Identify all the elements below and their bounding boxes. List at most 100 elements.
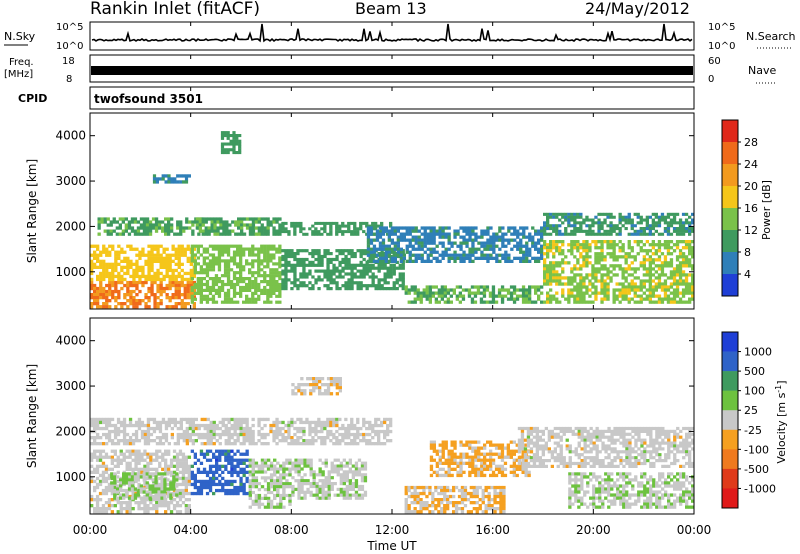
heatmap-cell [453,229,457,233]
heatmap-cell [371,284,375,288]
heatmap-cell [377,263,381,267]
heatmap-cell [120,302,124,306]
heatmap-cell [579,252,583,256]
heatmap-cell [546,273,550,277]
heatmap-cell [227,488,231,493]
heatmap-cell [378,226,383,230]
heatmap-cell [146,504,150,508]
heatmap-cell [242,265,246,269]
heatmap-cell [362,436,366,440]
heatmap-cell [534,285,538,289]
heatmap-cell [199,288,203,292]
heatmap-cell [570,232,574,236]
heatmap-cell [440,285,444,289]
heatmap-cell [512,300,517,304]
heatmap-cell [564,297,568,301]
heatmap-cell [172,475,176,479]
heatmap-cell [131,491,135,496]
heatmap-cell [576,273,580,277]
heatmap-cell [147,268,151,273]
heatmap-cell [217,256,222,260]
heatmap-cell [314,426,318,431]
heatmap-cell [651,243,655,247]
heatmap-cell [218,464,222,468]
heatmap-cell [423,259,427,263]
heatmap-cell [398,275,402,279]
heatmap-cell [386,287,390,291]
heatmap-cell [122,496,126,500]
heatmap-cell [248,482,252,486]
heatmap-cell [621,246,625,250]
heatmap-cell [102,265,106,269]
heatmap-cell [663,261,668,265]
heatmap-cell [217,265,222,269]
heatmap-cell [194,423,198,428]
heatmap-cell [299,284,303,288]
heatmap-cell [519,247,523,251]
heatmap-cell [567,291,571,295]
heatmap-cell [672,288,677,292]
heatmap-cell [395,287,399,291]
heatmap-cell [381,232,386,236]
heatmap-cell [338,252,342,256]
heatmap-cell [486,232,490,236]
heatmap-cell [312,479,316,483]
heatmap-cell [159,280,163,285]
heatmap-cell [156,259,160,263]
heatmap-cell [107,473,112,478]
heatmap-cell [143,432,148,437]
heatmap-cell [365,263,369,267]
heatmap-cell [624,267,628,271]
heatmap-cell [332,272,336,276]
heatmap-cell [116,490,120,494]
freq-tick-low: 8 [66,74,72,85]
heatmap-cell [398,266,402,270]
heatmap-cell [573,267,577,271]
heatmap-cell [630,288,634,292]
heatmap-cell [573,300,577,304]
heatmap-cell [273,473,277,477]
heatmap-cell [168,259,172,263]
heatmap-cell [317,287,321,291]
heatmap-cell [389,272,393,276]
heatmap-cell [106,232,110,236]
heatmap-cell [176,436,180,440]
heatmap-cell [691,282,695,286]
heatmap-cell [148,220,153,224]
heatmap-cell [257,505,262,509]
heatmap-cell [105,420,109,425]
heatmap-cell [384,244,388,248]
heatmap-cell [111,247,115,251]
heatmap-cell [407,300,411,304]
heatmap-cell [102,271,106,276]
heatmap-cell [429,250,433,254]
heatmap-cell [129,265,133,269]
heatmap-cell [110,458,114,462]
heatmap-cell [600,258,604,262]
heatmap-cell [684,258,689,262]
heatmap-cell [657,221,662,225]
heatmap-cell [624,270,628,274]
heatmap-cell [284,227,288,231]
heatmap-cell [108,277,112,282]
heatmap-cell [223,265,228,269]
heatmap-cell [266,482,271,486]
heatmap-cell [149,432,154,437]
heatmap-cell [109,232,113,236]
heatmap-cell [164,217,168,221]
heatmap-cell [160,493,164,497]
heatmap-cell [232,262,237,266]
heatmap-cell [266,464,271,468]
heatmap-cell [99,253,103,257]
heatmap-cell [159,302,163,306]
heatmap-cell [278,247,282,251]
heatmap-cell [143,452,147,456]
heatmap-cell [129,262,133,266]
heatmap-cell [561,249,565,253]
heatmap-cell [330,487,334,491]
heatmap-cell [101,470,106,474]
heatmap-cell [287,423,291,428]
heatmap-cell [202,250,206,254]
heatmap-cell [657,243,662,247]
heatmap-cell [97,232,101,236]
